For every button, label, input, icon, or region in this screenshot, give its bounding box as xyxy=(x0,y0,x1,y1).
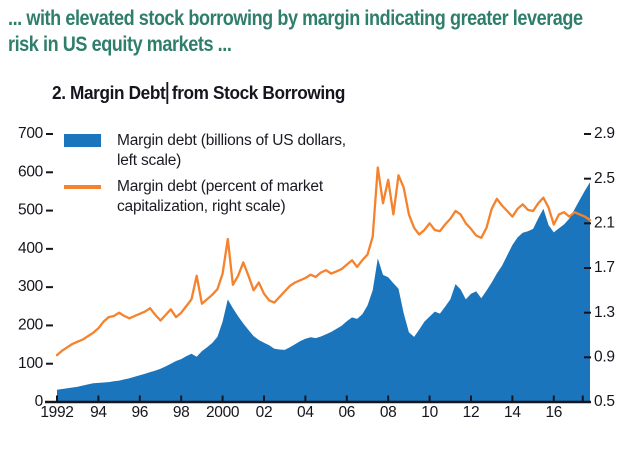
right-axis-tick-label: 0.9 xyxy=(594,348,615,365)
x-axis-tick-label: 96 xyxy=(131,404,148,421)
orange-line-swatch-icon xyxy=(64,185,101,189)
left-axis-tick-label: 100 xyxy=(18,355,44,372)
left-axis-tick-label: 400 xyxy=(18,240,44,257)
legend-label: Margin debt (percent of market capitaliz… xyxy=(117,178,323,215)
right-axis-tick-label: 1.3 xyxy=(594,304,615,321)
x-axis-tick-label: 16 xyxy=(545,404,562,421)
x-axis-tick-label: 06 xyxy=(338,404,355,421)
right-axis-tick-label: 2.1 xyxy=(594,214,615,231)
x-axis-tick-label: 14 xyxy=(504,404,521,421)
chart-legend: Margin debt (billions of US dollars, lef… xyxy=(64,131,362,223)
headline: ... with elevated stock borrowing by mar… xyxy=(8,6,583,58)
legend-item-margin-debt-percent: Margin debt (percent of market capitaliz… xyxy=(64,177,362,217)
legend-item-margin-debt-billions: Margin debt (billions of US dollars, lef… xyxy=(64,131,362,171)
x-axis-tick-label: 1992 xyxy=(40,404,73,421)
chart-title[interactable]: 2. Margin Debt from Stock Borrowing xyxy=(52,82,345,104)
right-axis-tick-label: 0.5 xyxy=(594,393,615,410)
left-axis-tick-label: 700 xyxy=(18,125,44,142)
chart-title-part2: from Stock Borrowing xyxy=(171,82,346,103)
legend-label: Margin debt (billions of US dollars, lef… xyxy=(117,132,346,169)
headline-line1: ... with elevated stock borrowing by mar… xyxy=(8,7,583,30)
left-axis-tick-label: 500 xyxy=(18,202,44,219)
x-axis-tick-label: 04 xyxy=(297,404,314,421)
right-axis-tick-label: 1.7 xyxy=(594,259,615,276)
blue-area-swatch-icon xyxy=(64,134,101,147)
x-axis-tick-label: 94 xyxy=(90,404,107,421)
x-axis-tick-label: 08 xyxy=(380,404,397,421)
chart-title-part1: 2. Margin Debt xyxy=(52,82,166,103)
text-cursor xyxy=(166,82,169,104)
right-axis-tick-label: 2.5 xyxy=(594,170,615,187)
left-axis-tick-label: 200 xyxy=(18,317,44,334)
x-axis-tick-label: 02 xyxy=(256,404,273,421)
margin-debt-area-series xyxy=(57,182,590,402)
left-axis-tick-label: 300 xyxy=(18,278,44,295)
x-axis-tick-label: 12 xyxy=(463,404,480,421)
x-axis-tick-label: 2000 xyxy=(206,404,240,421)
left-axis-tick-label: 0 xyxy=(35,393,44,410)
margin-debt-ratio-line-series xyxy=(55,166,592,357)
headline-line2: risk in US equity markets ... xyxy=(8,33,232,56)
x-axis-tick-label: 10 xyxy=(421,404,438,421)
left-axis-tick-label: 600 xyxy=(18,163,44,180)
x-axis-tick-label: 98 xyxy=(173,404,190,421)
right-axis-tick-label: 2.9 xyxy=(594,125,615,142)
